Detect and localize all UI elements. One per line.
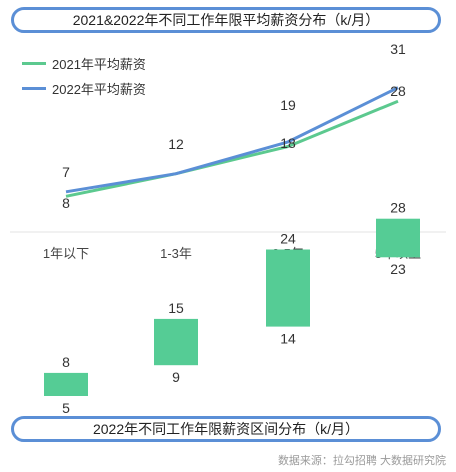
line-chart-title: 2021&2022年不同工作年限平均薪资分布（k/月） — [11, 7, 441, 33]
legend-item-2022: 2022年平均薪资 — [22, 79, 146, 98]
range-bar — [154, 318, 198, 366]
legend-label-2021: 2021年平均薪资 — [52, 57, 146, 72]
data-label-2022: 8 — [62, 195, 70, 211]
series-line-2021 — [65, 99, 399, 198]
data-label-2022: 31 — [390, 41, 406, 57]
legend-swatch-2022 — [22, 87, 46, 90]
legend-swatch-2021 — [22, 62, 46, 65]
category-label: 1-3年 — [160, 246, 192, 261]
data-label-2021: 28 — [390, 83, 406, 99]
range-high-label: 28 — [390, 200, 406, 216]
range-high-label: 8 — [62, 354, 70, 370]
category-label: 1年以下 — [43, 246, 89, 261]
range-high-label: 24 — [280, 231, 296, 247]
legend-label-2022: 2022年平均薪资 — [52, 82, 146, 97]
data-label-2022: 12 — [168, 136, 184, 152]
range-high-label: 15 — [168, 300, 184, 316]
range-low-label: 9 — [172, 369, 180, 385]
series-line-2022 — [65, 86, 399, 194]
data-label-2022: 19 — [280, 97, 296, 113]
range-bar — [266, 249, 310, 327]
range-low-label: 23 — [390, 261, 406, 277]
range-bar — [44, 372, 88, 396]
range-low-label: 5 — [62, 400, 70, 416]
data-label-2021: 18 — [280, 135, 296, 151]
range-chart-title: 2022年不同工作年限薪资区间分布（k/月） — [11, 416, 441, 442]
range-low-label: 14 — [280, 331, 296, 347]
range-bar — [376, 218, 420, 258]
data-label-2021: 7 — [62, 164, 70, 180]
source-note: 数据来源：拉勾招聘 大数据研究院 — [277, 455, 446, 467]
legend-item-2021: 2021年平均薪资 — [22, 54, 146, 73]
